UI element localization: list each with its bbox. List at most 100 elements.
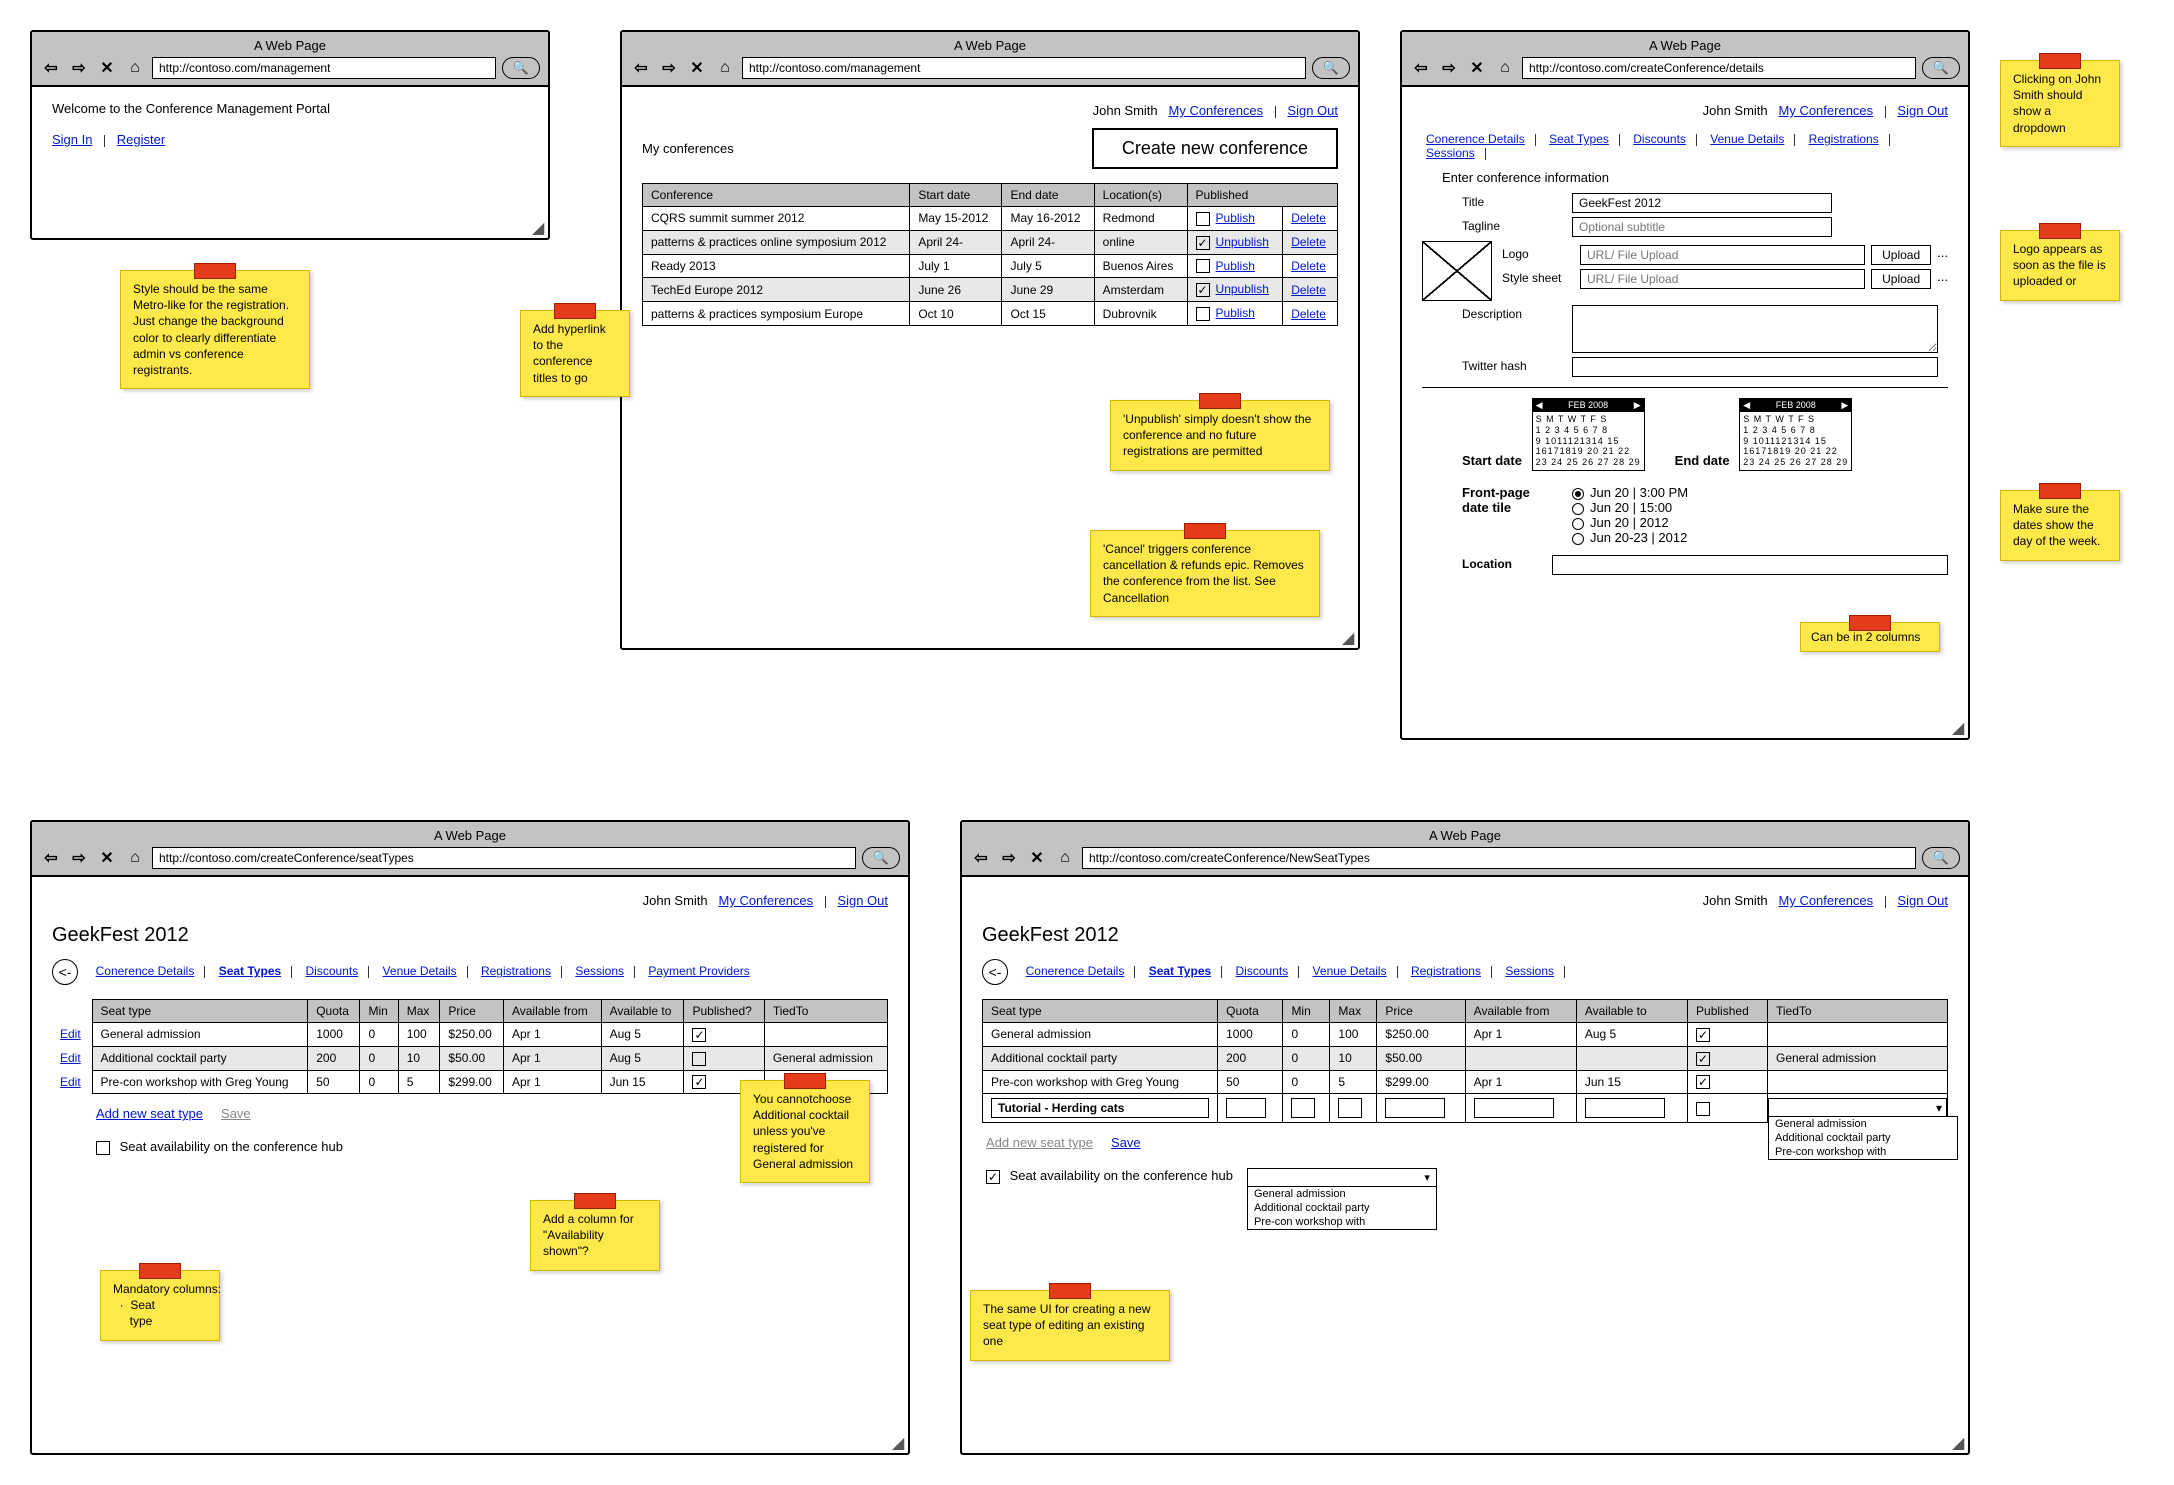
tab-venue[interactable]: Venue Details <box>1309 964 1391 978</box>
tiedto-dropdown-list[interactable]: General admission Additional cocktail pa… <box>1768 1116 1958 1160</box>
new-seat-name-input[interactable] <box>991 1098 1209 1118</box>
new-quota-input[interactable] <box>1226 1098 1266 1118</box>
stop-button[interactable]: ✕ <box>686 58 708 78</box>
publish-link[interactable]: Publish <box>1216 211 1255 225</box>
url-input[interactable] <box>1082 847 1916 869</box>
user-name[interactable]: John Smith <box>1703 103 1768 118</box>
search-icon[interactable]: 🔍 <box>502 57 540 79</box>
resize-grip-icon[interactable]: ◢ <box>892 1437 906 1451</box>
stop-button[interactable]: ✕ <box>96 58 118 78</box>
forward-button[interactable]: ⇨ <box>1438 58 1460 78</box>
delete-link[interactable]: Delete <box>1291 211 1326 225</box>
twitter-input[interactable] <box>1572 357 1938 377</box>
publish-link[interactable]: Unpublish <box>1216 235 1269 249</box>
new-from-input[interactable] <box>1474 1098 1554 1118</box>
more-icon[interactable]: ... <box>1937 269 1948 284</box>
user-name[interactable]: John Smith <box>643 893 708 908</box>
location-input[interactable] <box>1552 555 1948 575</box>
publish-link[interactable]: Publish <box>1216 259 1255 273</box>
new-price-input[interactable] <box>1385 1098 1445 1118</box>
tab-seat-types[interactable]: Seat Types <box>215 964 285 978</box>
tab-details[interactable]: Conerence Details <box>1022 964 1129 978</box>
resize-grip-icon[interactable]: ◢ <box>1342 632 1356 646</box>
tab-payment[interactable]: Payment Providers <box>644 964 753 978</box>
forward-button[interactable]: ⇨ <box>68 848 90 868</box>
stop-button[interactable]: ✕ <box>1026 848 1048 868</box>
user-name[interactable]: John Smith <box>1093 103 1158 118</box>
edit-link[interactable]: Edit <box>60 1051 81 1065</box>
radio-option[interactable] <box>1572 488 1584 500</box>
published-checkbox[interactable] <box>1196 259 1210 273</box>
tab-registrations[interactable]: Registrations <box>477 964 555 978</box>
tab-discounts[interactable]: Discounts <box>1232 964 1293 978</box>
published-checkbox[interactable]: ✓ <box>1196 283 1210 297</box>
tab-sessions[interactable]: Sessions <box>1422 146 1479 160</box>
tab-sessions[interactable]: Sessions <box>1501 964 1558 978</box>
search-icon[interactable]: 🔍 <box>1312 57 1350 79</box>
my-conferences-link[interactable]: My Conferences <box>1169 103 1264 118</box>
tab-seat-types[interactable]: Seat Types <box>1145 964 1215 978</box>
home-button[interactable]: ⌂ <box>1494 58 1516 78</box>
stop-button[interactable]: ✕ <box>96 848 118 868</box>
forward-button[interactable]: ⇨ <box>658 58 680 78</box>
published-checkbox[interactable]: ✓ <box>692 1028 706 1042</box>
forward-button[interactable]: ⇨ <box>998 848 1020 868</box>
availability-checkbox[interactable]: ✓ <box>986 1170 1000 1184</box>
resize-grip-icon[interactable]: ◢ <box>1952 722 1966 736</box>
home-button[interactable]: ⌂ <box>714 58 736 78</box>
tab-venue[interactable]: Venue Details <box>1706 132 1788 146</box>
tab-discounts[interactable]: Discounts <box>1629 132 1690 146</box>
my-conferences-link[interactable]: My Conferences <box>1779 893 1874 908</box>
sign-out-link[interactable]: Sign Out <box>1897 893 1948 908</box>
home-button[interactable]: ⌂ <box>1054 848 1076 868</box>
delete-link[interactable]: Delete <box>1291 307 1326 321</box>
create-conference-button[interactable]: Create new conference <box>1092 128 1338 169</box>
logo-input[interactable] <box>1580 245 1865 265</box>
new-max-input[interactable] <box>1338 1098 1362 1118</box>
delete-link[interactable]: Delete <box>1291 283 1326 297</box>
start-date-calendar[interactable]: ◀FEB 2008▶ S M T W T F S 1 2 3 4 5 6 7 8… <box>1532 398 1645 471</box>
tab-registrations[interactable]: Registrations <box>1407 964 1485 978</box>
tab-sessions[interactable]: Sessions <box>571 964 628 978</box>
published-checkbox[interactable]: ✓ <box>692 1075 706 1089</box>
sign-out-link[interactable]: Sign Out <box>1287 103 1338 118</box>
logo-upload-button[interactable]: Upload <box>1871 245 1931 265</box>
add-seat-type-link[interactable]: Add new seat type <box>96 1106 203 1121</box>
sign-in-link[interactable]: Sign In <box>52 132 92 147</box>
back-button[interactable]: ⇦ <box>1410 58 1432 78</box>
edit-link[interactable]: Edit <box>60 1027 81 1041</box>
radio-option[interactable] <box>1572 503 1584 515</box>
published-checkbox[interactable]: ✓ <box>1696 1028 1710 1042</box>
end-date-calendar[interactable]: ◀FEB 2008▶ S M T W T F S 1 2 3 4 5 6 7 8… <box>1739 398 1852 471</box>
url-input[interactable] <box>1522 57 1916 79</box>
back-button[interactable]: ⇦ <box>970 848 992 868</box>
back-button[interactable]: ⇦ <box>40 58 62 78</box>
url-input[interactable] <box>742 57 1306 79</box>
user-name[interactable]: John Smith <box>1703 893 1768 908</box>
tab-seat-types[interactable]: Seat Types <box>1545 132 1613 146</box>
description-input[interactable] <box>1572 305 1938 353</box>
register-link[interactable]: Register <box>117 132 165 147</box>
new-min-input[interactable] <box>1291 1098 1315 1118</box>
stop-button[interactable]: ✕ <box>1466 58 1488 78</box>
radio-option[interactable] <box>1572 518 1584 530</box>
new-to-input[interactable] <box>1585 1098 1665 1118</box>
home-button[interactable]: ⌂ <box>124 58 146 78</box>
tagline-input[interactable] <box>1572 217 1832 237</box>
more-icon[interactable]: ... <box>1937 245 1948 260</box>
forward-button[interactable]: ⇨ <box>68 58 90 78</box>
radio-option[interactable] <box>1572 533 1584 545</box>
tab-details[interactable]: Conerence Details <box>92 964 199 978</box>
my-conferences-link[interactable]: My Conferences <box>1779 103 1874 118</box>
search-icon[interactable]: 🔍 <box>1922 847 1960 869</box>
back-circle-button[interactable]: <- <box>52 959 78 985</box>
back-circle-button[interactable]: <- <box>982 959 1008 985</box>
title-input[interactable] <box>1572 193 1832 213</box>
tab-registrations[interactable]: Registrations <box>1805 132 1883 146</box>
url-input[interactable] <box>152 847 856 869</box>
tab-discounts[interactable]: Discounts <box>302 964 363 978</box>
tab-venue[interactable]: Venue Details <box>379 964 461 978</box>
home-button[interactable]: ⌂ <box>124 848 146 868</box>
tiedto-dropdown-toggle[interactable]: ▾ <box>1768 1098 1947 1118</box>
save-link[interactable]: Save <box>1111 1135 1141 1150</box>
